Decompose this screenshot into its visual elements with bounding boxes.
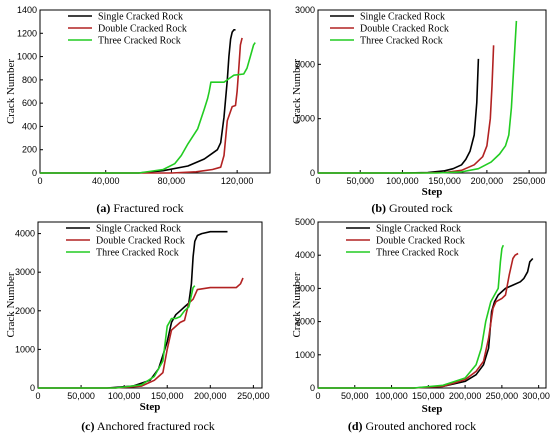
x-tick-label: 100,000: [375, 391, 408, 401]
x-tick-label: 100,000: [108, 391, 141, 401]
plot-frame: [37, 221, 263, 389]
y-axis-label: Crack Number: [5, 272, 17, 337]
legend-entry: Double Cracked Rock: [360, 24, 449, 35]
y-tick-label: 1000: [295, 350, 315, 360]
x-tick-label: 250,000: [237, 391, 270, 401]
y-tick-label: 2000: [295, 317, 315, 327]
series-line: [318, 45, 495, 174]
y-tick-label: 1200: [17, 28, 37, 38]
legend-entry: Single Cracked Rock: [98, 12, 183, 23]
legend-entry: Three Cracked Rock: [360, 36, 443, 47]
x-tick-label: 300,000: [522, 391, 550, 401]
panel-grouted-anchored-rock: 0 50,000 100,000 150,000 200,000 250,000 300,0…: [291, 217, 550, 433]
legend-entry: Single Cracked Rock: [360, 12, 445, 23]
series-line: [318, 244, 505, 389]
y-tick-label: 1400: [17, 5, 37, 15]
plot-frame: [317, 221, 547, 389]
y-tick-label: 3000: [15, 267, 35, 277]
y-tick-label: 1000: [15, 344, 35, 354]
y-tick-label: 200: [22, 145, 37, 155]
panel-caption-text: Fractured rock: [110, 201, 183, 215]
x-tick-label: 0: [315, 391, 320, 401]
x-tick-label: 120,000: [221, 176, 254, 186]
series-line: [40, 42, 256, 174]
x-tick-label: 150,000: [428, 176, 461, 186]
legend-entry: Single Cracked Rock: [96, 224, 181, 235]
y-axis-label: Crack Number: [291, 59, 303, 124]
series-line: [318, 58, 480, 174]
panel-caption-letter: (b): [371, 201, 386, 215]
y-tick-label: 0: [310, 168, 315, 178]
y-tick-label: 2000: [295, 59, 315, 69]
panel-caption: (a) Fractured rock: [96, 201, 183, 215]
y-tick-label: 3000: [295, 5, 315, 15]
x-axis-label: Step: [422, 186, 443, 198]
y-axis-label: Crack Number: [291, 272, 303, 337]
legend-entry: Single Cracked Rock: [376, 224, 461, 235]
y-tick-label: 4000: [15, 229, 35, 239]
y-tick-label: 0: [32, 168, 37, 178]
x-axis-label: Step: [140, 401, 161, 413]
x-tick-label: 200,000: [194, 391, 227, 401]
y-axis-label: Crack Number: [5, 59, 17, 124]
series-line: [318, 20, 518, 174]
y-tick-label: 1000: [17, 52, 37, 62]
panel-caption-letter: (d): [348, 419, 363, 433]
legend-entry: Three Cracked Rock: [98, 36, 181, 47]
panel-caption-text: Grouted rock: [386, 201, 453, 215]
x-tick-label: 50,000: [341, 391, 369, 401]
y-tick-label: 0: [30, 383, 35, 393]
panel-anchored-fractured-rock: 0 50,000 100,000 150,000 200,000 250,000 0 1000…: [5, 221, 270, 433]
panel-caption: (c) Anchored fractured rock: [81, 419, 215, 433]
panel-caption-letter: (a): [96, 201, 110, 215]
legend-entry: Double Cracked Rock: [96, 236, 185, 247]
y-tick-label: 2000: [15, 306, 35, 316]
x-tick-label: 50,000: [67, 391, 95, 401]
series-line: [38, 277, 244, 389]
y-tick-label: 400: [22, 121, 37, 131]
series-line: [38, 285, 196, 389]
x-axis-label: Step: [422, 403, 443, 415]
x-tick-label: 200,000: [449, 391, 482, 401]
series-line: [40, 37, 243, 174]
y-tick-label: 800: [22, 75, 37, 85]
x-tick-label: 0: [35, 391, 40, 401]
y-tick-label: 0: [310, 383, 315, 393]
y-tick-label: 3000: [295, 283, 315, 293]
series-line: [40, 28, 236, 174]
legend-entry: Double Cracked Rock: [376, 236, 465, 247]
panel-caption: (d) Grouted anchored rock: [348, 419, 476, 433]
x-tick-label: 150,000: [151, 391, 184, 401]
y-tick-label: 5000: [295, 217, 315, 227]
y-tick-label: 600: [22, 98, 37, 108]
x-tick-label: 0: [315, 176, 320, 186]
panel-fractured-rock: 0 40,000 80,000 120,000 0 200 400 600 800 1000 120…: [5, 5, 271, 215]
panel-caption-letter: (c): [81, 419, 94, 433]
panel-caption-text: Anchored fractured rock: [95, 419, 215, 433]
x-tick-label: 250,000: [486, 391, 519, 401]
x-tick-label: 50,000: [346, 176, 374, 186]
legend-entry: Three Cracked Rock: [96, 248, 179, 259]
panel-caption-text: Grouted anchored rock: [363, 419, 477, 433]
x-tick-label: 40,000: [92, 176, 120, 186]
series-line: [318, 257, 534, 389]
x-tick-label: 0: [37, 176, 42, 186]
panel-grouted-rock: 0 50,000 100,000 150,000 200,000 250,000 0 1000…: [291, 5, 547, 215]
y-tick-label: 4000: [295, 250, 315, 260]
x-tick-label: 250,000: [513, 176, 546, 186]
x-tick-label: 100,000: [386, 176, 419, 186]
x-tick-label: 80,000: [158, 176, 186, 186]
y-tick-label: 1000: [295, 114, 315, 124]
x-tick-label: 200,000: [471, 176, 504, 186]
panel-caption: (b) Grouted rock: [371, 201, 452, 215]
x-tick-label: 150,000: [412, 391, 445, 401]
legend-entry: Double Cracked Rock: [98, 24, 187, 35]
series-line: [318, 252, 519, 389]
legend-entry: Three Cracked Rock: [376, 248, 459, 259]
